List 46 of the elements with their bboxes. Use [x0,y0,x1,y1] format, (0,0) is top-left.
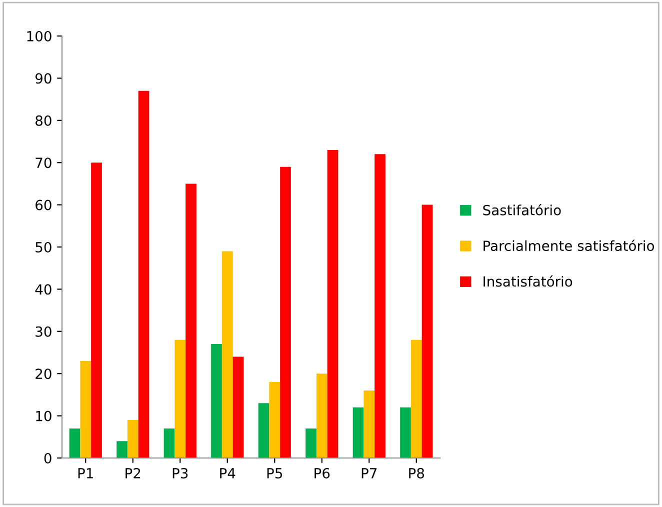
bar [91,162,102,458]
y-tick-label: 100 [27,30,52,42]
y-tick-label: 90 [35,73,52,84]
x-tick-label: P3 [172,468,188,478]
x-tick-label: P6 [314,468,330,478]
x-tick-label: P8 [409,468,424,478]
bar [69,428,80,458]
bar [116,441,128,458]
bar [306,428,316,458]
x-tick-label: P1 [78,468,93,478]
y-tick-label: 80 [36,115,52,126]
bar [232,356,244,458]
bar [164,428,175,458]
y-tick-label: 60 [36,200,52,210]
bar [80,360,92,458]
bar [410,340,422,458]
x-tick-label: P2 [126,468,140,478]
bar [327,150,338,458]
bar [211,344,222,458]
legend-label: Sastifatório [483,204,561,216]
y-tick-label: 50 [36,242,52,252]
bar [352,407,364,458]
bar [280,166,291,458]
y-tick-label: 30 [36,326,52,337]
bar [186,184,196,458]
bar [174,340,186,458]
bar [422,204,433,458]
x-tick-label: P7 [362,468,377,478]
legend-label: Insatisfatório [484,275,572,287]
legend-label: Parcialmente satisfatório [484,240,654,252]
y-tick-label: 40 [35,284,52,295]
bar [400,407,411,458]
bar [138,90,150,458]
bar [374,154,386,458]
y-tick-label: 0 [44,452,52,464]
bar [127,420,138,458]
bar [364,390,375,458]
x-tick-label: P5 [267,468,282,478]
bar [222,251,233,458]
bar [269,382,280,458]
y-tick-label: 10 [36,410,52,422]
y-tick-label: 70 [36,158,52,168]
y-tick-label: 20 [36,368,52,380]
bar [316,374,328,458]
x-tick-label: P4 [220,468,236,478]
bar [258,403,270,458]
